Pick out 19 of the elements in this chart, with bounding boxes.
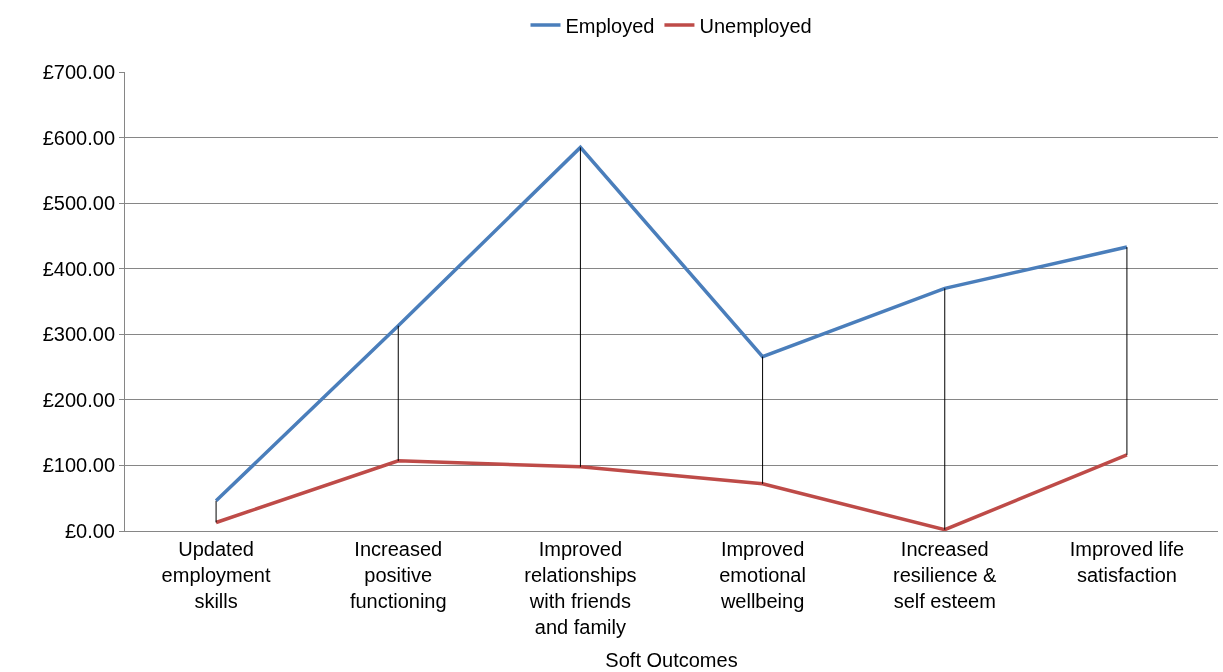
y-tick-label: £600.00 xyxy=(42,126,115,149)
y-tick-label: £700.00 xyxy=(42,61,115,83)
y-tick-label: £500.00 xyxy=(42,192,115,215)
line-series xyxy=(214,145,1129,503)
x-axis-title: Soft Outcomes xyxy=(605,648,738,671)
y-tick-label: £0.00 xyxy=(64,520,115,542)
y-tick-label: £100.00 xyxy=(42,454,115,477)
y-tick-label: £200.00 xyxy=(42,388,115,411)
x-tick-label: Improved relationships with friends and family xyxy=(524,538,637,638)
line-series xyxy=(214,453,1129,531)
x-tick-label: Updated employment skills xyxy=(161,538,271,612)
legend-label: Unemployed xyxy=(699,14,812,37)
legend-label: Employed xyxy=(565,14,655,37)
x-tick-label: Increased positive functioning xyxy=(349,538,447,612)
y-tick-label: £400.00 xyxy=(42,257,115,280)
x-tick-label: Improved emotional wellbeing xyxy=(719,538,806,612)
y-tick-label: £300.00 xyxy=(42,323,115,346)
x-tick-label: Improved life satisfaction xyxy=(1069,538,1185,586)
x-tick-label: Increased resilience & self esteem xyxy=(893,538,998,612)
